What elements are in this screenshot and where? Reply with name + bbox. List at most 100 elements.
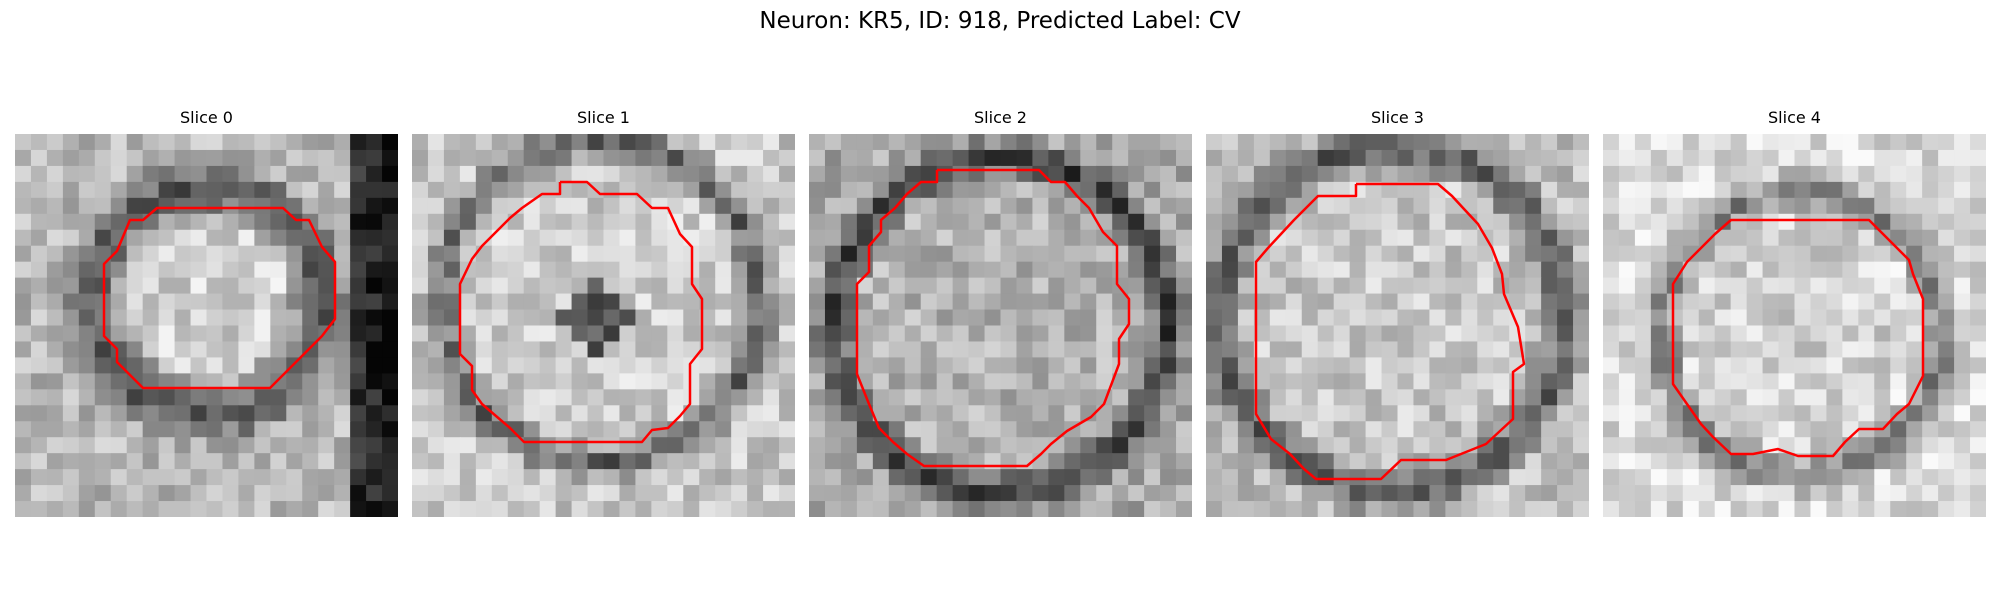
image-pixel xyxy=(334,165,351,183)
image-pixel xyxy=(1938,165,1955,183)
image-pixel xyxy=(1509,357,1526,374)
image-pixel xyxy=(206,501,224,517)
image-pixel xyxy=(1413,501,1431,517)
image-pixel xyxy=(1237,213,1255,231)
image-pixel xyxy=(1730,453,1748,470)
image-pixel xyxy=(1000,469,1018,486)
image-pixel xyxy=(571,213,589,231)
image-pixel xyxy=(158,229,176,247)
image-pixel xyxy=(286,437,303,454)
image-pixel xyxy=(238,213,255,231)
image-pixel xyxy=(1032,389,1049,406)
image-pixel xyxy=(190,293,208,311)
image-pixel xyxy=(840,453,858,470)
image-pixel xyxy=(1080,293,1097,311)
image-pixel xyxy=(475,261,493,279)
slice-canvas-2 xyxy=(809,134,1192,517)
image-pixel xyxy=(635,373,652,390)
image-pixel xyxy=(427,293,445,311)
image-pixel xyxy=(1144,421,1161,438)
image-pixel xyxy=(158,357,176,374)
image-pixel xyxy=(779,469,795,486)
image-pixel xyxy=(1128,357,1145,374)
image-pixel xyxy=(1317,229,1335,247)
image-pixel xyxy=(824,469,842,486)
image-pixel xyxy=(1682,213,1700,231)
image-pixel xyxy=(334,341,351,359)
image-pixel xyxy=(1810,181,1828,199)
image-pixel xyxy=(1541,389,1558,406)
image-pixel xyxy=(1778,229,1796,247)
image-pixel xyxy=(1096,165,1113,183)
image-pixel xyxy=(619,149,637,167)
image-pixel xyxy=(1000,309,1018,327)
image-pixel xyxy=(1746,213,1764,231)
image-pixel xyxy=(1730,197,1748,215)
image-pixel xyxy=(1603,261,1620,279)
image-pixel xyxy=(1317,341,1335,359)
image-pixel xyxy=(1922,501,1939,517)
image-pixel xyxy=(366,357,383,374)
image-pixel xyxy=(94,405,112,422)
image-pixel xyxy=(206,165,224,183)
image-pixel xyxy=(30,181,48,199)
image-pixel xyxy=(1144,181,1161,199)
image-pixel xyxy=(1794,309,1812,327)
image-pixel xyxy=(46,437,64,454)
image-pixel xyxy=(1112,357,1129,374)
image-pixel xyxy=(1525,437,1542,454)
image-pixel xyxy=(443,485,461,502)
image-pixel xyxy=(1954,421,1971,438)
image-pixel xyxy=(1557,405,1574,422)
image-pixel xyxy=(270,245,287,263)
image-pixel xyxy=(1461,165,1478,183)
image-pixel xyxy=(1922,134,1939,151)
image-pixel xyxy=(1970,325,1986,343)
image-pixel xyxy=(1445,421,1462,438)
image-pixel xyxy=(158,389,176,406)
image-pixel xyxy=(366,437,383,454)
image-pixel xyxy=(412,469,429,486)
image-pixel xyxy=(78,293,96,311)
image-pixel xyxy=(1714,357,1732,374)
image-pixel xyxy=(1954,501,1971,517)
image-pixel xyxy=(555,421,573,438)
image-pixel xyxy=(1016,165,1034,183)
image-pixel xyxy=(1112,293,1129,311)
image-pixel xyxy=(1301,181,1319,199)
image-pixel xyxy=(715,213,732,231)
image-pixel xyxy=(1714,373,1732,390)
image-pixel xyxy=(1509,245,1526,263)
image-pixel xyxy=(571,197,589,215)
image-pixel xyxy=(1650,245,1668,263)
image-pixel xyxy=(888,485,906,502)
image-pixel xyxy=(427,453,445,470)
image-pixel xyxy=(1525,309,1542,327)
image-pixel xyxy=(1730,357,1748,374)
image-pixel xyxy=(1557,245,1574,263)
image-pixel xyxy=(1762,325,1780,343)
image-pixel xyxy=(158,421,176,438)
image-pixel xyxy=(603,277,621,295)
image-pixel xyxy=(286,149,303,167)
image-pixel xyxy=(1650,165,1668,183)
image-pixel xyxy=(1666,437,1684,454)
image-pixel xyxy=(1206,357,1223,374)
image-pixel xyxy=(222,165,240,183)
image-pixel xyxy=(1032,437,1049,454)
image-pixel xyxy=(1603,277,1620,295)
image-pixel xyxy=(1269,261,1287,279)
image-pixel xyxy=(443,453,461,470)
image-pixel xyxy=(1618,437,1636,454)
image-pixel xyxy=(747,134,764,151)
image-pixel xyxy=(1221,437,1239,454)
image-pixel xyxy=(1206,453,1223,470)
image-pixel xyxy=(1269,293,1287,311)
image-pixel xyxy=(15,181,32,199)
image-pixel xyxy=(350,213,367,231)
image-pixel xyxy=(840,357,858,374)
image-pixel xyxy=(190,405,208,422)
image-pixel xyxy=(459,341,477,359)
image-pixel xyxy=(1858,485,1875,502)
image-pixel xyxy=(412,213,429,231)
